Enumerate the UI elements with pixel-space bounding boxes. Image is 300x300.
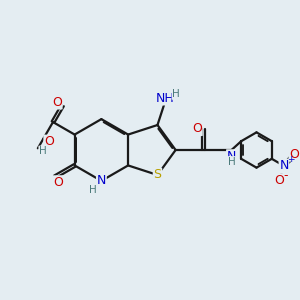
Text: H: H	[39, 146, 47, 156]
Text: -: -	[284, 169, 288, 182]
Text: O: O	[274, 174, 284, 187]
Text: +: +	[287, 155, 294, 164]
Text: N: N	[97, 174, 106, 188]
Text: N: N	[227, 150, 236, 163]
Text: O: O	[192, 122, 202, 135]
Text: O: O	[52, 96, 62, 109]
Text: NH: NH	[156, 92, 174, 105]
Text: H: H	[172, 89, 180, 99]
Text: O: O	[53, 176, 63, 189]
Text: H: H	[228, 157, 236, 167]
Text: S: S	[154, 169, 161, 182]
Text: H: H	[89, 185, 96, 195]
Text: O: O	[289, 148, 299, 161]
Text: O: O	[44, 135, 54, 148]
Text: N: N	[279, 159, 289, 172]
